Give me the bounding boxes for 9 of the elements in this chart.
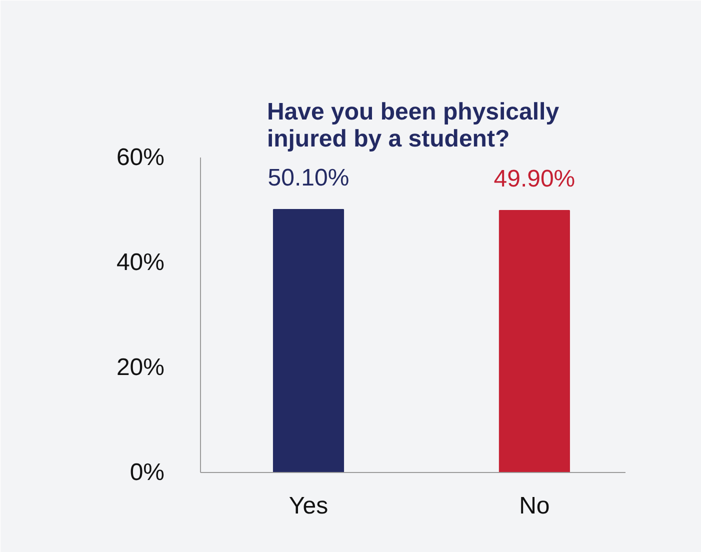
data-label: 49.90%: [494, 166, 576, 193]
y-tick-label: 20%: [116, 354, 165, 381]
y-tick-label: 60%: [116, 144, 165, 171]
y-tick-label: 40%: [116, 249, 165, 276]
x-tick-label: No: [519, 492, 550, 520]
data-label: 50.10%: [268, 164, 350, 192]
y-tick-label: 0%: [130, 459, 164, 486]
chart-title: Have you been physically injured by a student?: [266, 98, 560, 152]
x-tick-label: Yes: [288, 492, 328, 520]
